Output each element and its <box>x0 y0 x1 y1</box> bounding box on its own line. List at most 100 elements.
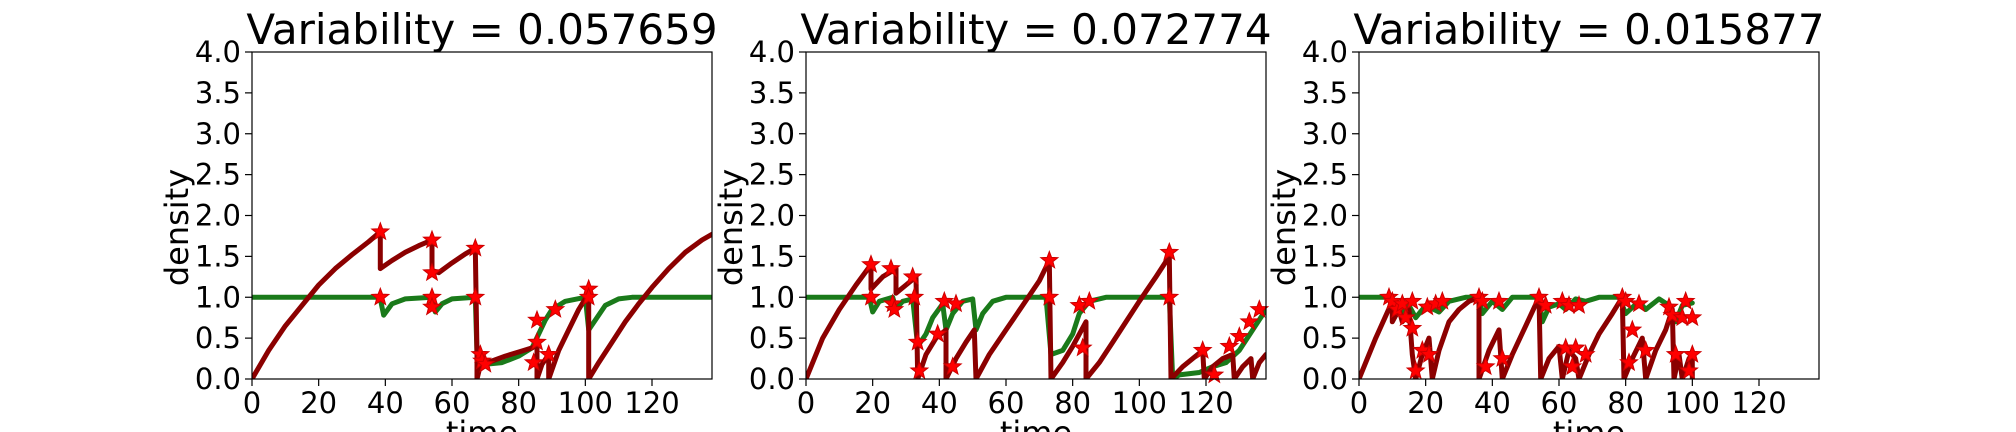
y-tick-label: 2.0 <box>195 199 241 233</box>
x-tick-label: 80 <box>1607 386 1644 420</box>
event-star-marker <box>1489 290 1509 310</box>
event-star-marker <box>370 286 391 306</box>
event-star-marker <box>1239 311 1260 331</box>
x-tick-label: 100 <box>1665 386 1720 420</box>
y-axis-label: density <box>158 169 196 286</box>
x-tick-label: 100 <box>1112 386 1167 420</box>
event-star-marker <box>1039 250 1060 269</box>
event-star-marker <box>1682 307 1703 327</box>
x-tick-label: 80 <box>1054 386 1091 420</box>
y-tick-label: 0.5 <box>749 321 795 355</box>
y-tick-label: 3.0 <box>749 117 795 151</box>
y-tick-label: 2.5 <box>749 158 795 192</box>
chart-panel-3: 0.0 0.5 1.0 1.5 2.0 2.5 3.0 3.5 4.0 0 20 40 60 80 100 1… <box>1265 5 1825 432</box>
x-tick-label: 80 <box>500 386 537 420</box>
x-axis-label: time <box>1000 414 1072 432</box>
event-star-marker <box>1675 290 1696 310</box>
event-star-marker <box>1679 360 1699 380</box>
y-tick-label: 2.0 <box>749 199 795 233</box>
y-tick-label: 0.0 <box>195 362 241 396</box>
chart-panel-2: 0.0 0.5 1.0 1.5 2.0 2.5 3.0 3.5 4.0 0 20 40 60 80 100 1… <box>712 5 1272 432</box>
event-star-marker <box>465 237 486 257</box>
y-tick-label: 1.5 <box>195 239 241 273</box>
event-star-marker <box>1682 344 1703 363</box>
x-tick-label: 60 <box>1541 386 1578 420</box>
x-tick-label: 0 <box>797 386 815 420</box>
x-axis-label: time <box>446 414 518 432</box>
y-tick-label: 3.5 <box>195 76 241 110</box>
event-star-marker <box>1229 326 1250 345</box>
x-tick-label: 0 <box>243 386 261 420</box>
event-star-marker <box>578 286 599 306</box>
y-tick-label: 1.0 <box>749 280 795 314</box>
x-tick-label: 20 <box>1407 386 1444 420</box>
event-star-marker <box>1192 339 1213 359</box>
x-tick-label: 120 <box>1731 386 1786 420</box>
y-tick-label: 4.0 <box>1302 35 1348 69</box>
event-star-marker <box>1475 356 1496 376</box>
y-axis-label: density <box>712 169 750 286</box>
x-tick-label: 40 <box>921 386 958 420</box>
event-star-marker <box>907 331 928 351</box>
event-star-marker <box>909 360 930 380</box>
x-tick-label: 40 <box>1474 386 1511 420</box>
event-star-marker <box>1619 352 1639 372</box>
y-axis-label: density <box>1265 169 1303 286</box>
event-star-marker <box>523 352 544 372</box>
x-tick-label: 20 <box>300 386 337 420</box>
series-line-darkred <box>806 253 1266 379</box>
y-tick-label: 1.0 <box>1302 280 1348 314</box>
event-star-marker <box>1402 290 1423 310</box>
event-star-marker <box>902 266 923 286</box>
event-star-marker <box>1159 241 1180 261</box>
chart-title: Variability = 0.072774 <box>800 5 1271 54</box>
event-star-marker <box>1635 339 1656 359</box>
event-star-marker <box>904 286 925 306</box>
event-star-marker <box>1072 337 1093 357</box>
event-star-marker <box>538 344 559 363</box>
event-star-marker <box>1535 295 1556 314</box>
y-tick-label: 3.0 <box>1302 117 1348 151</box>
event-star-marker <box>475 353 496 373</box>
event-star-marker <box>861 254 881 273</box>
event-star-marker <box>1562 356 1583 376</box>
event-star-marker <box>1615 290 1636 310</box>
event-star-marker <box>1432 290 1453 310</box>
y-tick-label: 1.0 <box>195 280 241 314</box>
x-tick-label: 60 <box>434 386 471 420</box>
series-line-green <box>252 294 712 367</box>
y-tick-label: 1.5 <box>1302 239 1348 273</box>
y-tick-label: 1.5 <box>749 239 795 273</box>
event-star-marker <box>1622 319 1643 339</box>
x-axis-label: time <box>1553 414 1625 432</box>
event-star-marker <box>1419 344 1439 363</box>
x-tick-label: 120 <box>1178 386 1233 420</box>
y-tick-label: 0.5 <box>195 321 241 355</box>
plot-frame <box>1358 51 1820 380</box>
y-tick-label: 0.0 <box>1302 362 1348 396</box>
y-tick-label: 4.0 <box>749 35 795 69</box>
event-star-marker <box>465 286 486 306</box>
chart-title: Variability = 0.015877 <box>1353 5 1824 54</box>
y-tick-label: 0.5 <box>1302 321 1348 355</box>
event-star-marker <box>881 258 901 278</box>
event-star-marker <box>545 299 566 318</box>
event-star-marker <box>1565 337 1586 357</box>
event-star-marker <box>1405 360 1426 380</box>
chart-panel-1: 0.0 0.5 1.0 1.5 2.0 2.5 3.0 3.5 4.0 0 20 40 60 80 100 1… <box>158 5 718 432</box>
x-tick-label: 0 <box>1350 386 1368 420</box>
event-star-marker <box>1159 286 1180 306</box>
x-tick-label: 100 <box>558 386 613 420</box>
y-tick-label: 2.5 <box>195 158 241 192</box>
y-tick-label: 3.0 <box>195 117 241 151</box>
event-star-marker <box>1629 293 1649 313</box>
x-tick-label: 20 <box>854 386 891 420</box>
x-tick-label: 120 <box>624 386 679 420</box>
event-star-marker <box>1219 335 1240 355</box>
event-star-marker <box>861 286 881 306</box>
y-tick-label: 2.0 <box>1302 199 1348 233</box>
event-star-marker <box>1575 344 1596 363</box>
x-tick-label: 60 <box>988 386 1025 420</box>
event-star-marker <box>422 296 442 316</box>
